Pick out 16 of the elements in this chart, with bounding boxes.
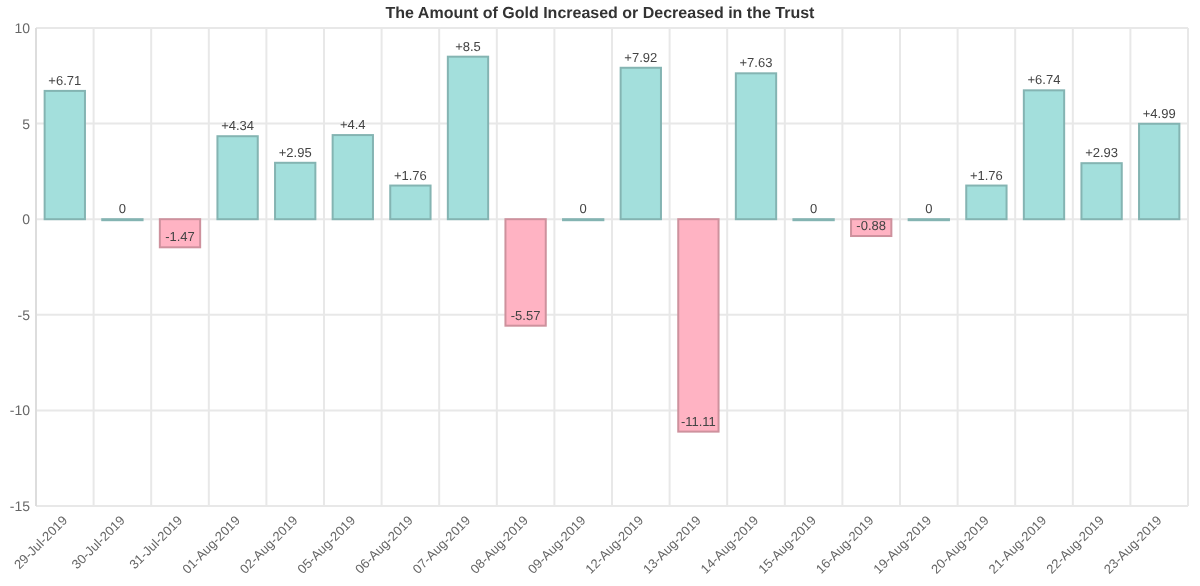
bar: [1080, 162, 1123, 221]
bar: [43, 89, 86, 221]
bar: [216, 135, 259, 221]
chart-title: The Amount of Gold Increased or Decreased in the Trust: [385, 4, 816, 22]
bar: [1022, 89, 1066, 221]
bar: [677, 218, 720, 433]
bar: [158, 218, 202, 249]
bar: [274, 161, 317, 221]
bar: [734, 72, 778, 221]
bar: [331, 134, 374, 221]
bar: [965, 184, 1008, 221]
bar: [446, 55, 490, 221]
bar: [504, 218, 547, 327]
bar: [1138, 122, 1181, 221]
bar: [619, 66, 662, 221]
bar: [389, 184, 432, 221]
